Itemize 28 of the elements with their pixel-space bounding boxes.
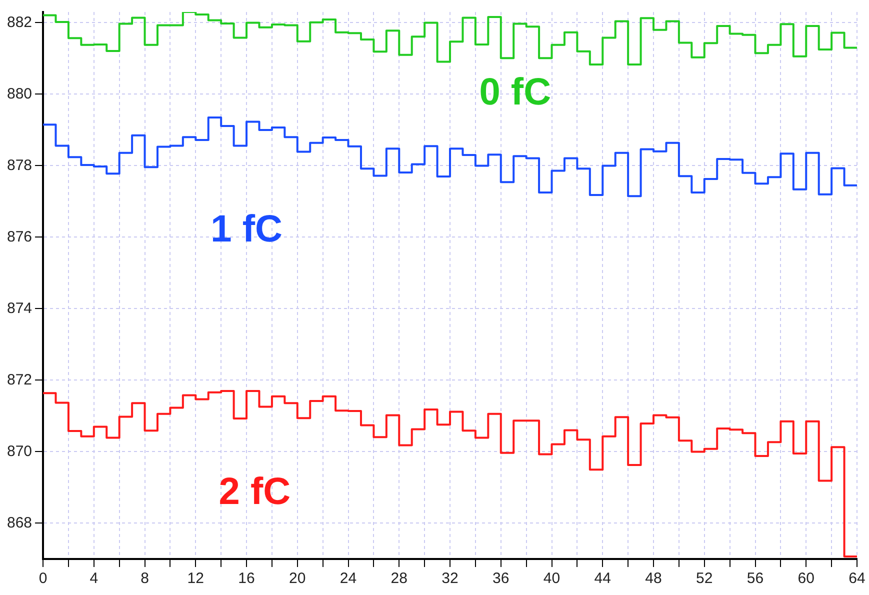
y-tick-label: 870 <box>6 442 32 460</box>
y-tick-label: 876 <box>6 228 32 246</box>
x-tick-label: 4 <box>90 570 98 588</box>
series-label: 0 fC <box>479 72 552 114</box>
y-tick-label: 874 <box>6 300 32 317</box>
x-tick-label: 20 <box>289 570 306 588</box>
x-tick-label: 32 <box>442 570 458 588</box>
y-tick-label: 868 <box>6 514 32 532</box>
y-tick-label: 872 <box>6 371 32 388</box>
x-tick-label: 48 <box>645 570 662 588</box>
y-tick-label: 878 <box>6 156 32 174</box>
y-tick-label: 880 <box>6 85 32 102</box>
x-tick-label: 36 <box>492 570 510 588</box>
series-label: 1 fC <box>210 208 282 250</box>
x-tick-label: 60 <box>798 570 814 588</box>
x-tick-label: 12 <box>187 570 204 588</box>
x-tick-label: 56 <box>746 570 764 588</box>
x-tick-label: 52 <box>696 570 713 588</box>
series-label: 2 fC <box>218 470 291 513</box>
x-tick-label: 16 <box>238 570 255 588</box>
x-tick-label: 8 <box>140 570 149 588</box>
x-tick-label: 24 <box>340 570 357 588</box>
x-tick-label: 44 <box>594 570 611 588</box>
x-tick-label: 64 <box>848 570 866 588</box>
y-tick-label: 882 <box>6 14 32 31</box>
x-tick-label: 0 <box>38 570 48 588</box>
x-tick-label: 40 <box>543 570 560 588</box>
x-tick-label: 28 <box>390 570 408 588</box>
